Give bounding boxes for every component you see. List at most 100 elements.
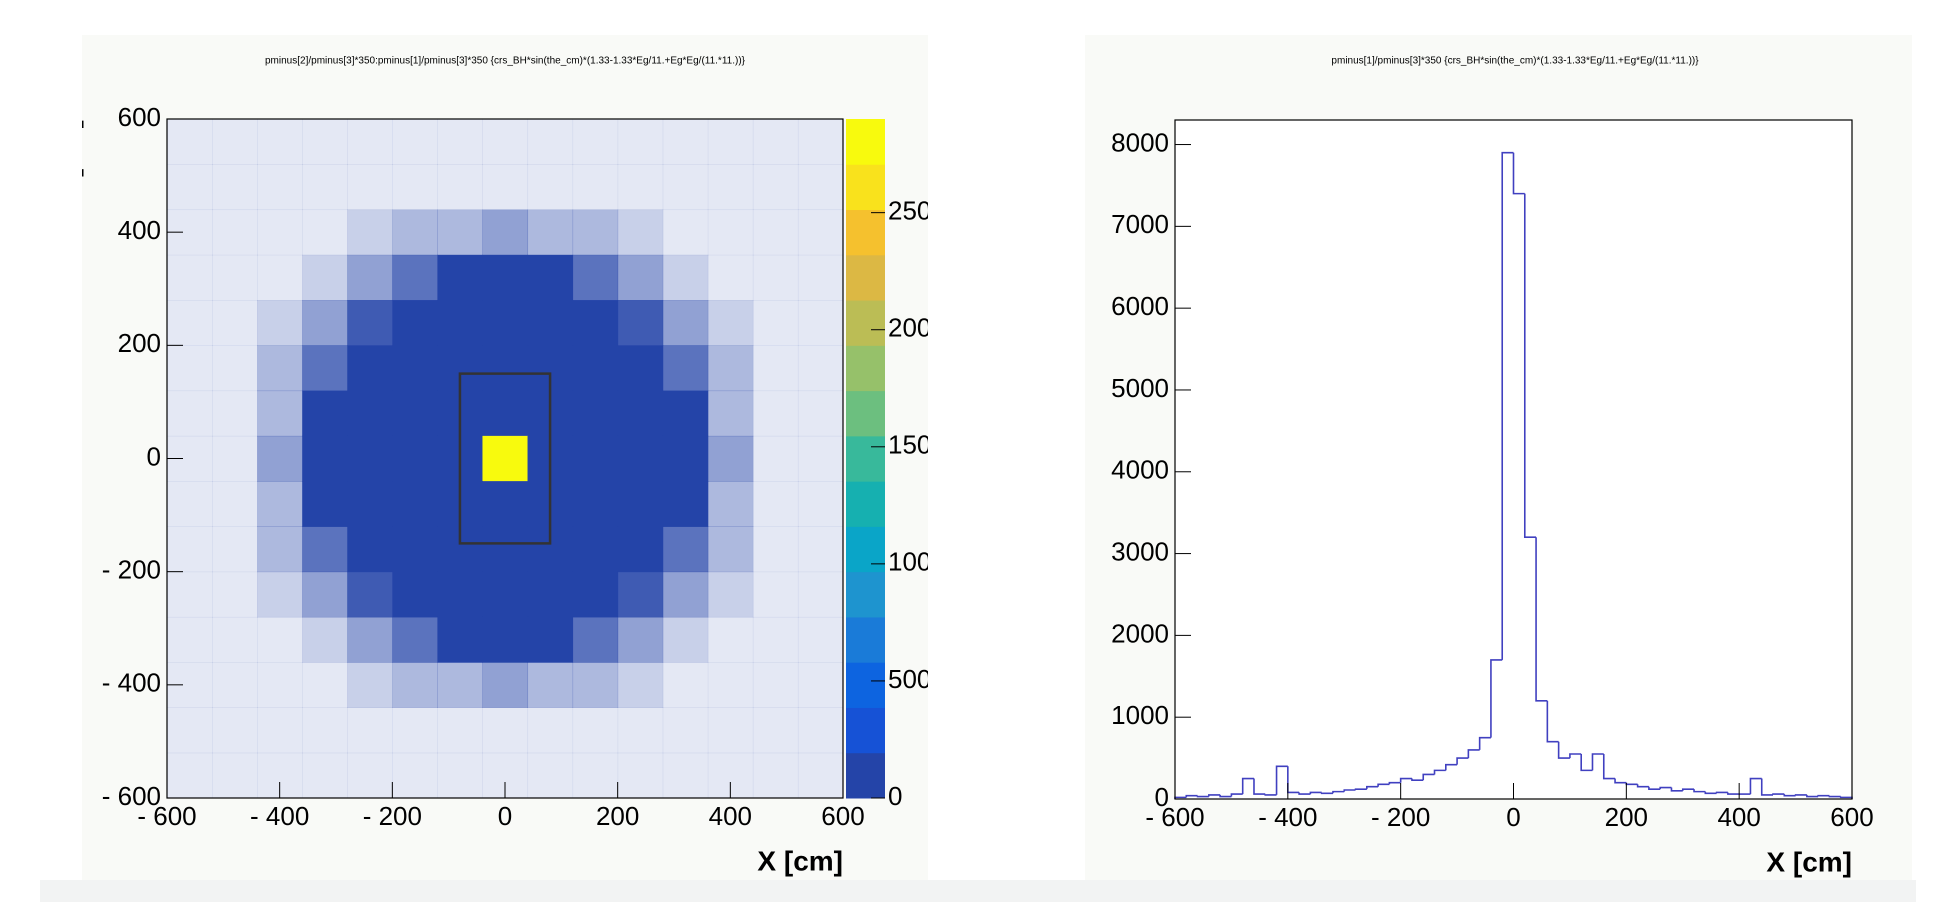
heat-cell <box>302 164 348 211</box>
histogram-bin <box>1749 777 1762 795</box>
heatmap-pad: 05001000150020002500pminus[2]/pminus[3]*… <box>82 56 946 877</box>
heat-cell <box>392 662 438 708</box>
heat-cell <box>392 526 438 573</box>
heat-cell <box>392 571 438 618</box>
heat-cell <box>392 707 438 754</box>
heat-cell <box>437 300 483 346</box>
colorbar-swatch <box>846 571 885 618</box>
colorbar-swatch <box>846 616 885 663</box>
heat-cell <box>212 662 258 708</box>
heat-cell <box>527 571 574 618</box>
heat-cell <box>572 390 619 437</box>
y-tick-label: - 600 <box>102 781 161 811</box>
histogram-bin <box>1185 794 1198 798</box>
histogram-bin <box>1659 786 1672 790</box>
heat-cell <box>617 390 664 437</box>
heat-cell <box>257 435 303 482</box>
y-tick-label: 400 <box>118 215 161 245</box>
heat-cell <box>392 616 438 663</box>
heat-cell <box>572 616 619 663</box>
heat-cell <box>572 752 619 799</box>
heat-cell <box>212 752 258 799</box>
heat-cell <box>617 300 664 346</box>
heat-cell <box>752 707 799 754</box>
histogram-bin <box>1817 794 1830 797</box>
colorbar-swatch <box>846 707 885 754</box>
heat-cell <box>662 119 709 165</box>
heat-cell <box>797 571 844 618</box>
heat-cell <box>707 209 754 256</box>
histogram-bin <box>1366 785 1379 790</box>
histogram-bin <box>1445 763 1458 771</box>
heat-cell <box>482 390 529 437</box>
x-axis-title: X [cm] <box>757 845 843 876</box>
heat-cell <box>167 119 213 165</box>
heat-cell <box>572 209 619 256</box>
histogram-bin <box>1230 793 1243 797</box>
heat-cell <box>797 254 844 301</box>
heat-cell <box>617 571 664 618</box>
histogram-bin <box>1704 791 1717 795</box>
histogram-bin <box>1535 537 1548 702</box>
heat-cell <box>707 254 754 301</box>
heat-cell <box>437 662 483 708</box>
heat-cell <box>437 571 483 618</box>
histogram-bin <box>1693 789 1706 793</box>
heat-cell <box>302 752 348 799</box>
histogram-bin <box>1783 794 1796 797</box>
heat-cell <box>347 752 393 799</box>
heat-cell <box>572 164 619 211</box>
colorbar-label: 0 <box>888 781 902 811</box>
heat-cell <box>302 300 348 346</box>
histogram-bin <box>1208 794 1221 797</box>
heat-cell <box>482 119 529 165</box>
heat-cell <box>662 254 709 301</box>
heat-cell <box>347 164 393 211</box>
heat-cell <box>527 119 574 165</box>
heat-cell <box>212 164 258 211</box>
y-tick-label: 3000 <box>1111 536 1169 566</box>
heat-cell <box>707 390 754 437</box>
histogram-bin <box>1399 777 1412 783</box>
x-tick-label: 200 <box>1605 802 1648 832</box>
heat-cell <box>707 571 754 618</box>
heat-cell <box>257 662 303 708</box>
colorbar-swatch <box>846 209 885 256</box>
heat-cell <box>662 345 709 392</box>
histogram-bin <box>1614 778 1627 784</box>
heat-cell <box>617 119 664 165</box>
heat-cell <box>392 390 438 437</box>
colorbar-label: 2000 <box>888 313 946 343</box>
heat-cell <box>257 571 303 618</box>
bottom-strip <box>40 880 1916 902</box>
heat-cell <box>527 209 574 256</box>
heat-cell <box>347 571 393 618</box>
heat-cell <box>167 345 213 392</box>
heat-cell <box>572 571 619 618</box>
heat-cell <box>707 345 754 392</box>
heat-cell <box>617 164 664 211</box>
heat-cell <box>482 209 529 256</box>
x-tick-label: 400 <box>709 801 752 831</box>
x-tick-label: 600 <box>1830 802 1873 832</box>
heat-cell <box>302 481 348 527</box>
histogram-bin <box>1388 781 1401 785</box>
heat-cell <box>662 526 709 573</box>
heat-cell <box>482 526 529 573</box>
colorbar-swatch <box>846 300 885 346</box>
heat-cell <box>212 390 258 437</box>
heat-cell <box>482 616 529 663</box>
heat-cell <box>527 164 574 211</box>
colorbar-swatch <box>846 119 885 165</box>
x-tick-label: - 400 <box>250 801 309 831</box>
histogram-bin <box>1636 784 1649 788</box>
heat-cell <box>707 707 754 754</box>
heat-cell <box>707 435 754 482</box>
histogram-bin <box>1546 700 1559 743</box>
heat-cell <box>167 571 213 618</box>
heat-cell <box>437 164 483 211</box>
heat-cell <box>167 481 213 527</box>
y-tick-label: 8000 <box>1111 127 1169 157</box>
heat-cell <box>797 390 844 437</box>
heat-cell <box>302 435 348 482</box>
